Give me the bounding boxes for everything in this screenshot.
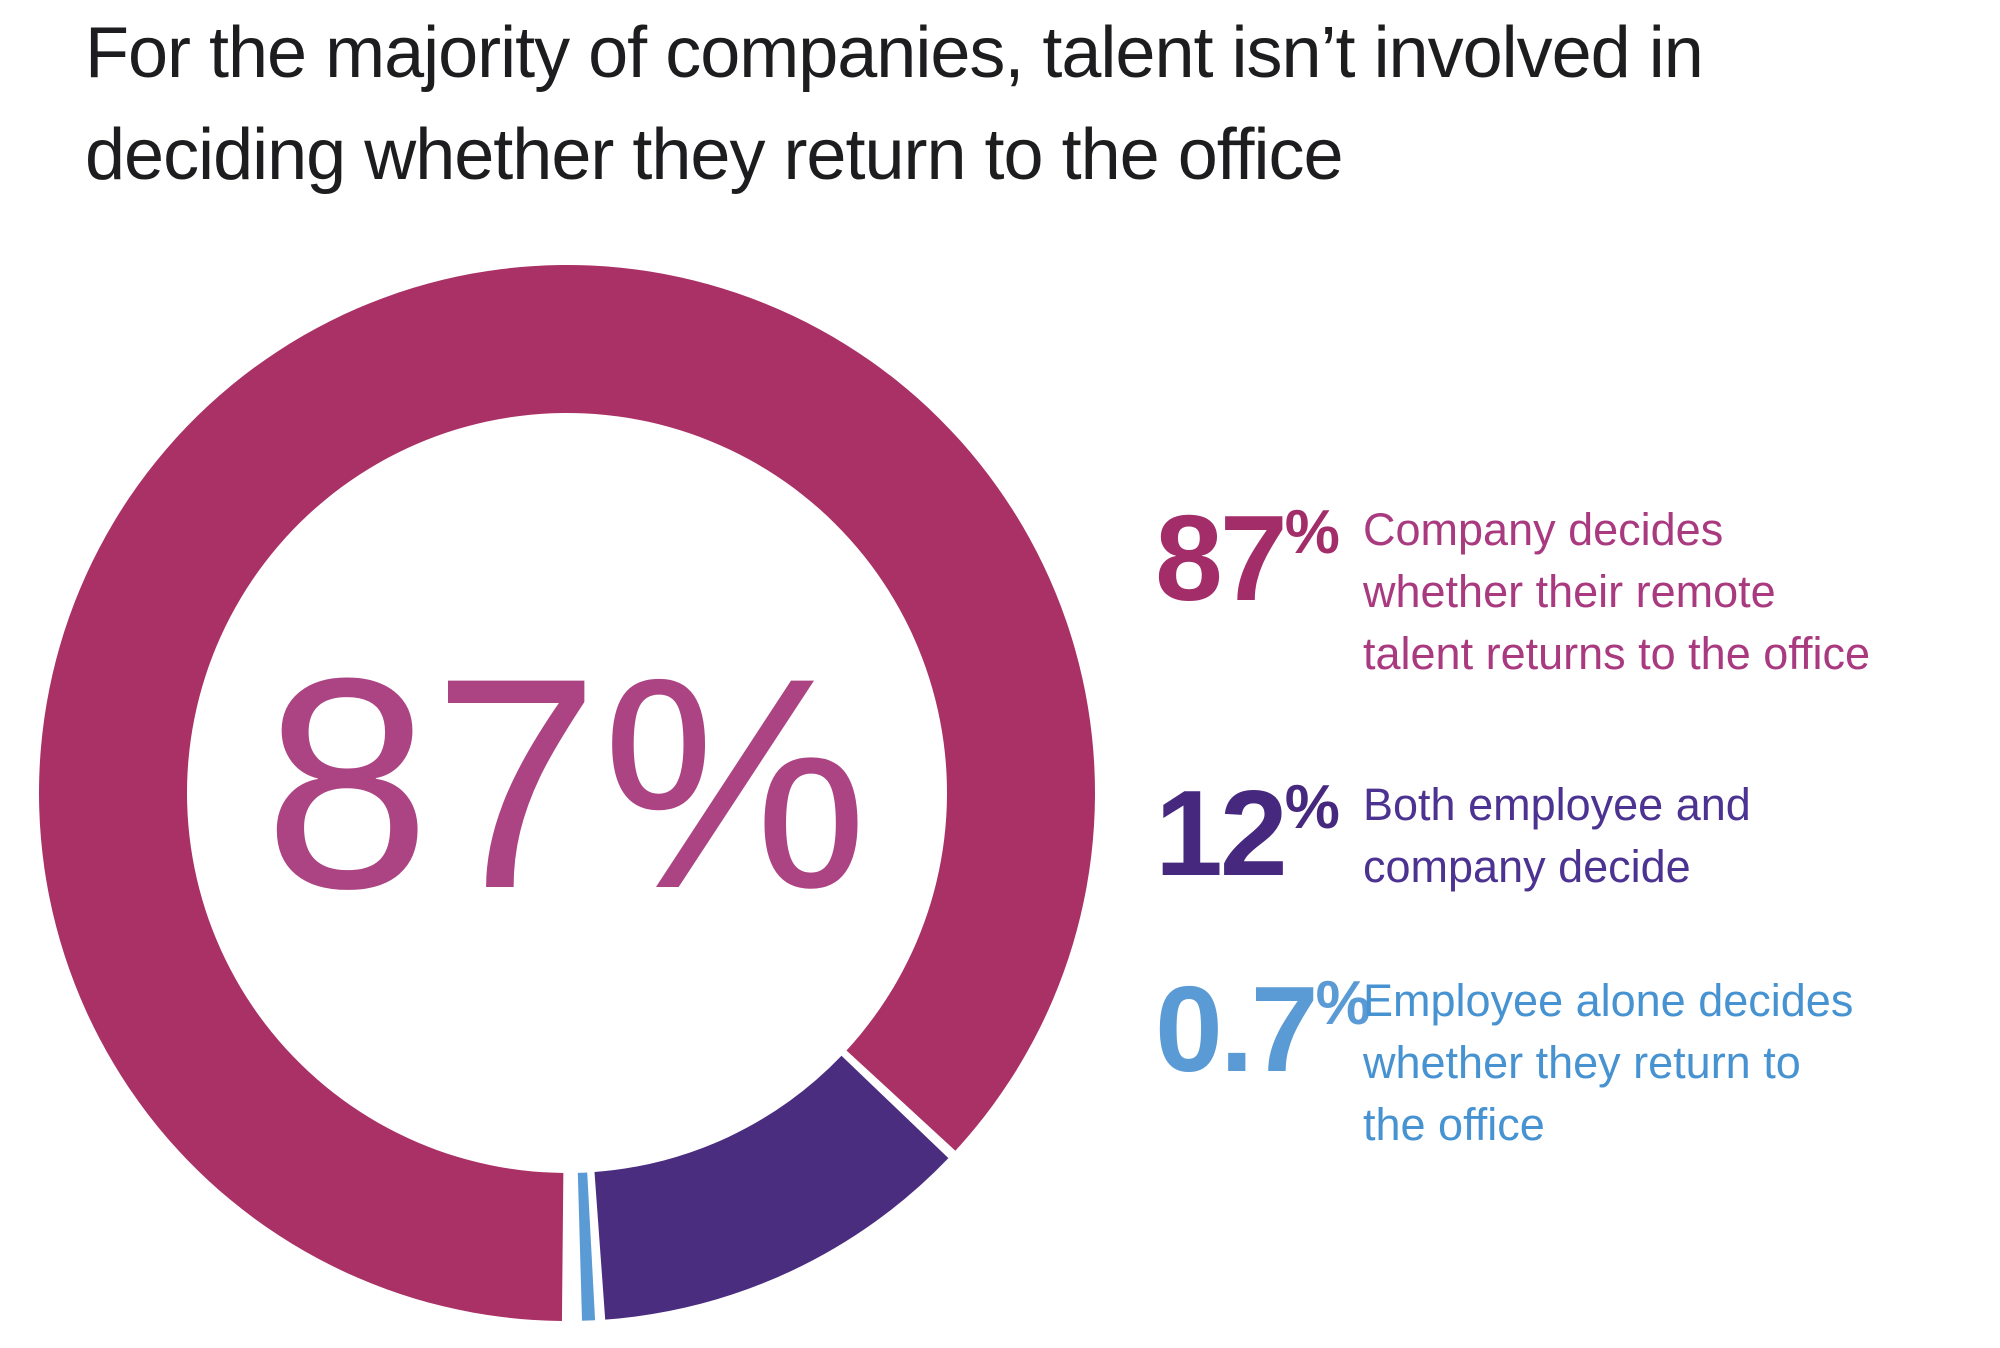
legend-item-both-decide: 12% Both employee and company decide — [1155, 772, 1751, 898]
percent-sign: % — [1284, 498, 1340, 567]
legend-label-line: Both employee and — [1363, 779, 1751, 830]
legend-value-number: 0.7 — [1155, 961, 1319, 1097]
legend-label-line: whether their remote — [1363, 566, 1776, 617]
legend-label: Company decides whether their remote tal… — [1363, 497, 1870, 685]
legend-value: 0.7% — [1155, 961, 1371, 1097]
legend-label-line: Company decides — [1363, 504, 1724, 555]
percent-sign: % — [1284, 773, 1340, 842]
legend-label: Employee alone decides whether they retu… — [1363, 968, 1853, 1156]
legend-value-number: 87 — [1155, 490, 1288, 626]
donut-chart-svg — [39, 265, 1095, 1321]
legend-label-line: the office — [1363, 1099, 1545, 1150]
legend-value: 12% — [1155, 772, 1363, 894]
legend-label: Both employee and company decide — [1363, 772, 1751, 898]
legend-value: 87% — [1155, 497, 1363, 619]
chart-title-line-2: deciding whether they return to the offi… — [85, 115, 1343, 195]
legend-item-employee-decides: 0.7% Employee alone decides whether they… — [1155, 968, 1853, 1156]
legend-label-line: talent returns to the office — [1363, 628, 1870, 679]
donut-chart: 87% — [39, 265, 1095, 1321]
legend-label-line: Employee alone decides — [1363, 975, 1854, 1026]
donut-segment — [577, 1172, 596, 1321]
donut-center-value: 87% — [263, 615, 871, 951]
legend-label-line: company decide — [1363, 841, 1691, 892]
chart-title-line-1: For the majority of companies, talent is… — [85, 13, 1704, 93]
legend-item-company-decides: 87% Company decides whether their remote… — [1155, 497, 1870, 685]
donut-segment — [594, 1055, 949, 1320]
legend-label-line: whether they return to — [1363, 1037, 1801, 1088]
legend-value-number: 12 — [1155, 765, 1288, 901]
chart-title: For the majority of companies, talent is… — [85, 2, 1704, 206]
percent-sign: % — [1315, 969, 1371, 1038]
